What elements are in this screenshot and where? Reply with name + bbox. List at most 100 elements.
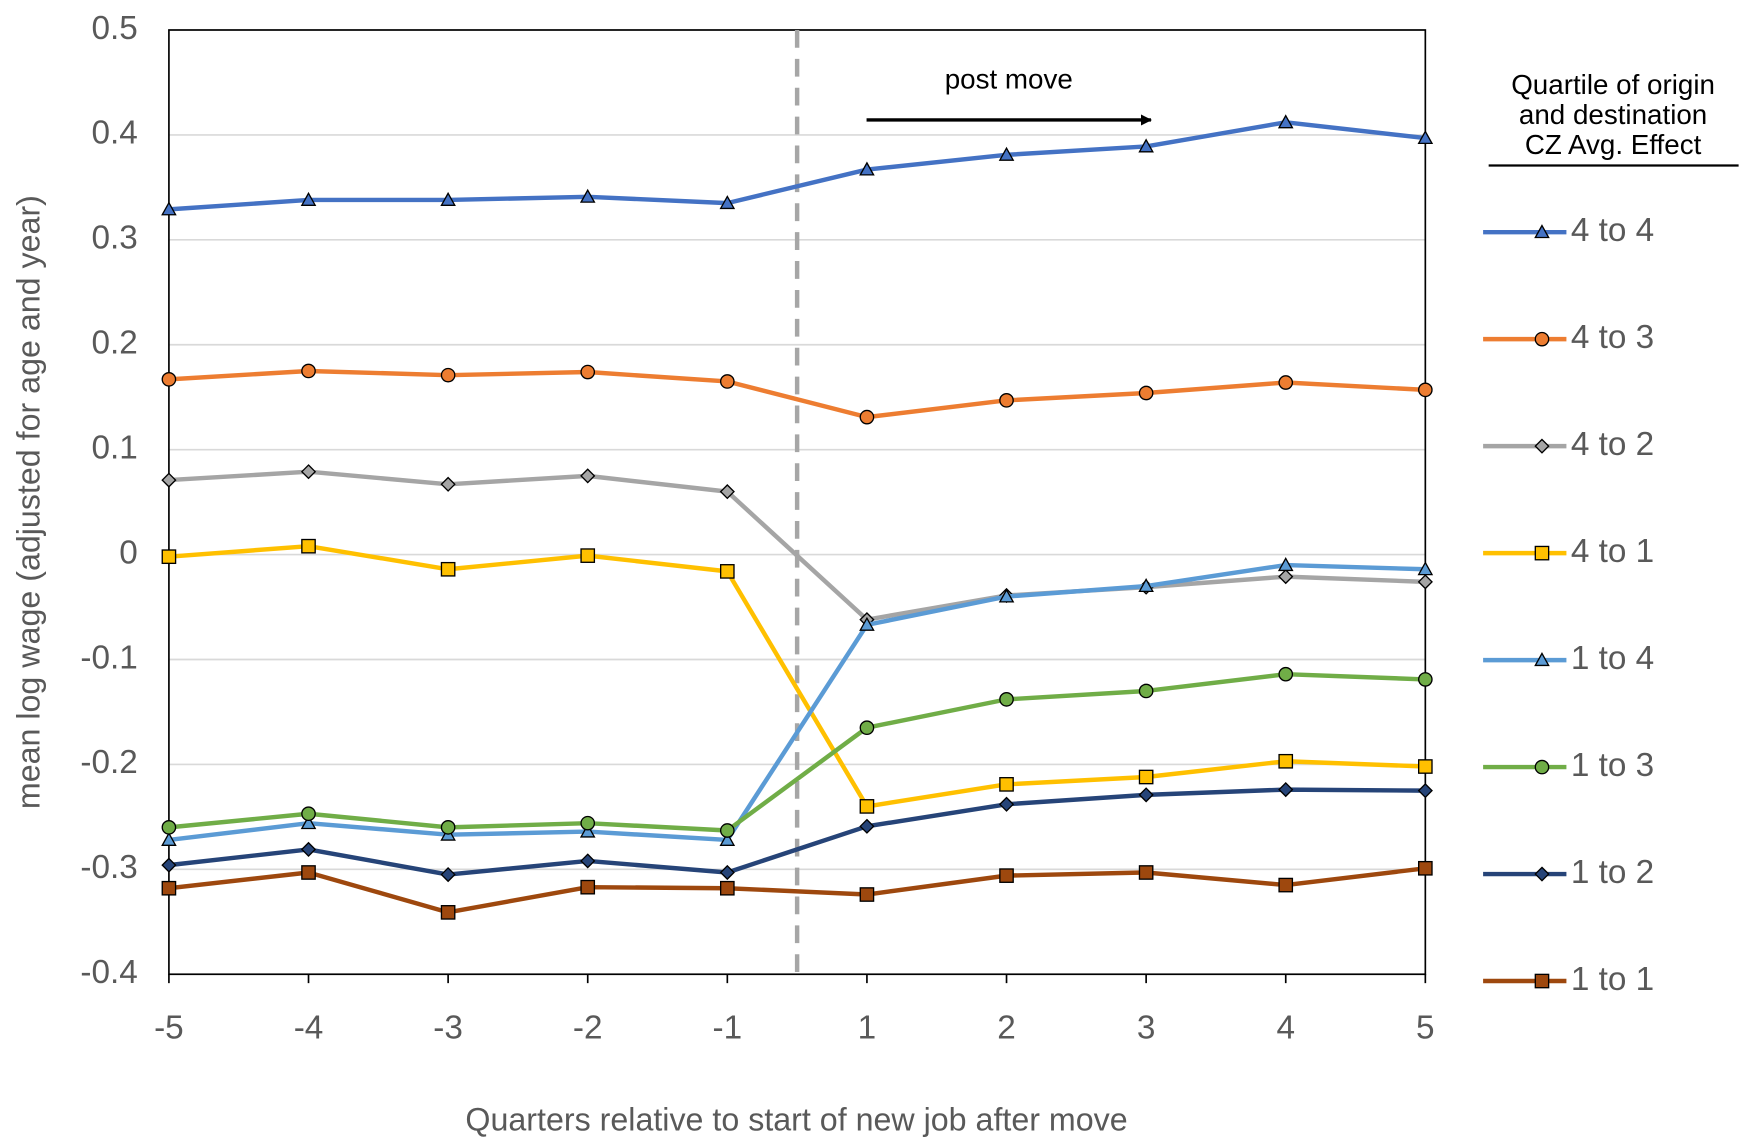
data-point (1417, 574, 1433, 590)
data-point (440, 367, 456, 383)
x-tick-label: 4 (1276, 1010, 1295, 1047)
data-point (440, 866, 456, 883)
data-point (1418, 382, 1433, 398)
data-point (161, 857, 177, 873)
legend-label: 1 to 1 (1571, 961, 1654, 998)
data-point (1138, 865, 1154, 880)
data-point (1418, 672, 1433, 687)
legend-title: CZ Avg. Effect (1525, 129, 1702, 160)
legend-marker (1534, 438, 1550, 454)
data-point (1138, 787, 1154, 803)
data-point (719, 195, 736, 210)
data-point (1417, 561, 1434, 576)
data-point (999, 393, 1014, 408)
series-line (168, 787, 1426, 877)
data-point (999, 692, 1014, 707)
data-point (161, 201, 177, 216)
data-point (579, 188, 596, 203)
x-tick-label: 2 (997, 1010, 1016, 1047)
data-point (1138, 385, 1154, 401)
legend-marker (1534, 545, 1550, 561)
data-point (1278, 877, 1294, 893)
data-point (719, 374, 735, 389)
series-line (168, 671, 1426, 833)
legend-label: 4 to 3 (1571, 319, 1654, 356)
legend-label: 4 to 1 (1571, 533, 1654, 570)
data-point (859, 720, 875, 736)
data-point (580, 364, 596, 380)
data-point (440, 820, 456, 835)
data-point (998, 146, 1015, 161)
y-tick-label: 0.3 (91, 220, 137, 257)
data-point (580, 815, 596, 831)
data-point (161, 549, 177, 565)
legend-marker (1534, 759, 1550, 775)
y-tick-label: 0.2 (91, 325, 137, 362)
y-tick-label: 0.5 (91, 10, 137, 47)
series-line (168, 866, 1426, 915)
legend-label: 1 to 2 (1571, 854, 1654, 891)
data-point (580, 853, 596, 869)
series-line (168, 562, 1426, 843)
data-point (859, 161, 875, 176)
legend-marker (1534, 652, 1550, 667)
data-point (300, 815, 317, 830)
legend-marker (1534, 866, 1550, 882)
data-point (1277, 557, 1294, 572)
data-point (300, 191, 317, 206)
legend-label: 4 to 2 (1571, 426, 1654, 463)
series-line (168, 543, 1426, 809)
y-axis-title: mean log wage (adjusted for age and year… (11, 195, 47, 809)
data-point (301, 806, 316, 822)
legend-title: and destination (1519, 99, 1707, 130)
series-line (168, 469, 1426, 622)
data-point (859, 616, 875, 631)
data-point (301, 865, 316, 880)
data-point (719, 880, 735, 896)
x-tick-label: -5 (154, 1010, 184, 1047)
data-point (440, 905, 456, 920)
data-point (719, 831, 736, 846)
data-point (161, 880, 177, 896)
data-point (300, 464, 317, 480)
x-tick-label: -4 (294, 1010, 324, 1047)
data-point (161, 820, 177, 835)
series-line (168, 368, 1426, 420)
data-point (1138, 683, 1154, 699)
data-point (1138, 138, 1154, 153)
y-tick-label: 0 (119, 534, 138, 571)
data-point (719, 823, 735, 838)
data-point (999, 868, 1014, 883)
x-tick-label: -1 (713, 1010, 743, 1047)
data-point (719, 864, 735, 881)
data-point (301, 538, 316, 554)
legend-marker (1534, 331, 1550, 347)
annotation: post move (945, 63, 1073, 94)
data-point (579, 823, 596, 838)
data-point (1278, 666, 1294, 682)
legend-label: 4 to 4 (1571, 212, 1654, 249)
data-point (161, 831, 177, 846)
data-point (440, 191, 456, 206)
data-point (1417, 783, 1433, 799)
y-tick-label: -0.4 (80, 954, 137, 991)
data-point (580, 548, 596, 563)
data-point (1277, 114, 1294, 129)
x-axis-title: Quarters relative to start of new job af… (465, 1102, 1127, 1138)
data-point (719, 564, 735, 579)
data-point (580, 879, 596, 895)
y-tick-label: -0.2 (80, 744, 137, 781)
data-point (998, 796, 1015, 812)
y-tick-label: 0.1 (91, 429, 137, 466)
legend-marker (1534, 973, 1550, 989)
data-point (1418, 860, 1433, 876)
data-point (1138, 769, 1154, 785)
data-point (1418, 759, 1433, 774)
data-point (1138, 578, 1154, 593)
x-tick-label: 1 (858, 1010, 877, 1047)
data-point (859, 799, 875, 814)
legend-label: 1 to 4 (1571, 640, 1654, 677)
y-tick-label: -0.3 (80, 849, 137, 886)
